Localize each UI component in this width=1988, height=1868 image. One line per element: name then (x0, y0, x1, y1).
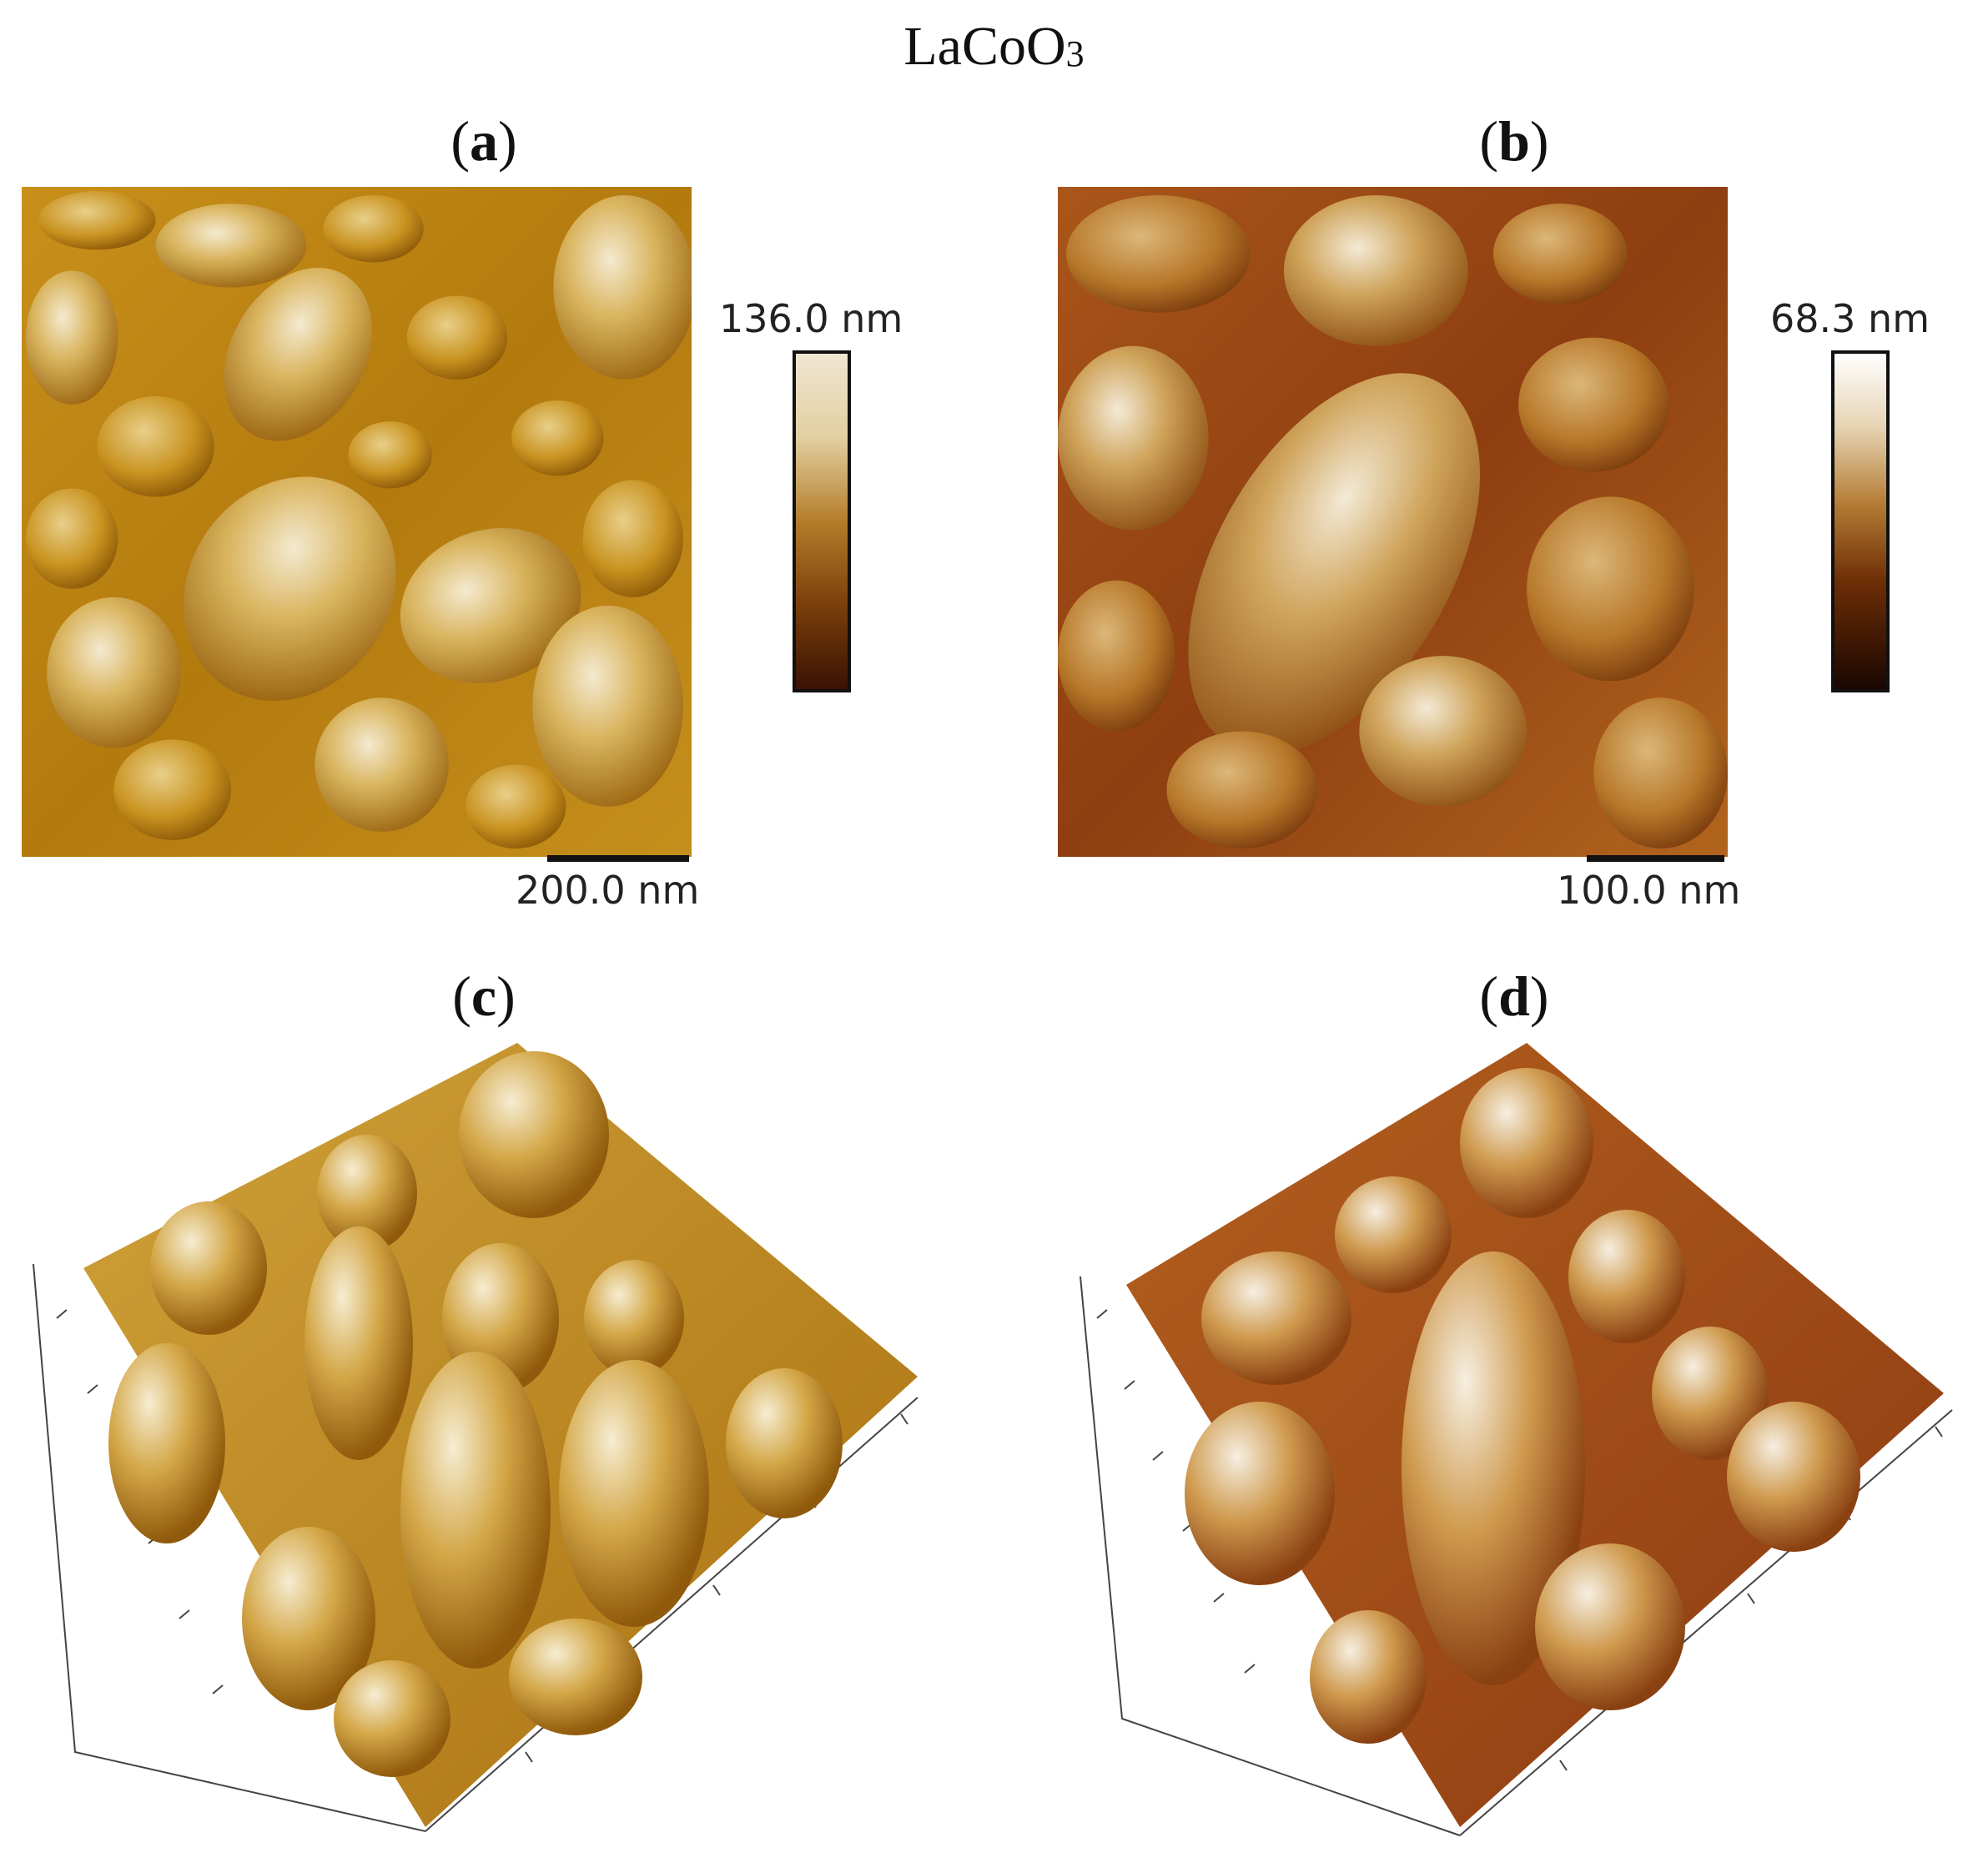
scale-bar-b (1587, 855, 1724, 862)
colorbar-b (1831, 350, 1890, 692)
grains-3d-c (108, 1051, 843, 1777)
colorbar-a (793, 350, 851, 692)
scale-bar-label-a: 200.0 nm (516, 868, 700, 913)
figure-title: LaCoO3 (0, 15, 1988, 78)
colorbar-max-label-a: 136.0 nm (719, 296, 903, 341)
grains-3d-d (1185, 1068, 1860, 1744)
figure-title-subscript: 3 (1065, 33, 1085, 74)
panel-label-a: (a) (450, 109, 517, 173)
afm-3d-view-d (1059, 1043, 1977, 1836)
panel-label-d: (d) (1479, 964, 1549, 1028)
grains-a (26, 191, 692, 848)
afm-image-a (22, 187, 692, 857)
scale-bar-label-b: 100.0 nm (1557, 868, 1741, 913)
scale-bar-a (547, 855, 689, 862)
figure-title-main: LaCoO (903, 16, 1066, 77)
afm-image-b (1058, 187, 1728, 857)
grains-b (1058, 195, 1728, 848)
colorbar-max-label-b: 68.3 nm (1770, 296, 1930, 341)
panel-label-b: (b) (1479, 109, 1549, 173)
axes-3d-d (1080, 1276, 1953, 1836)
afm-3d-view-c (33, 1043, 951, 1835)
panel-label-c: (c) (452, 964, 516, 1028)
